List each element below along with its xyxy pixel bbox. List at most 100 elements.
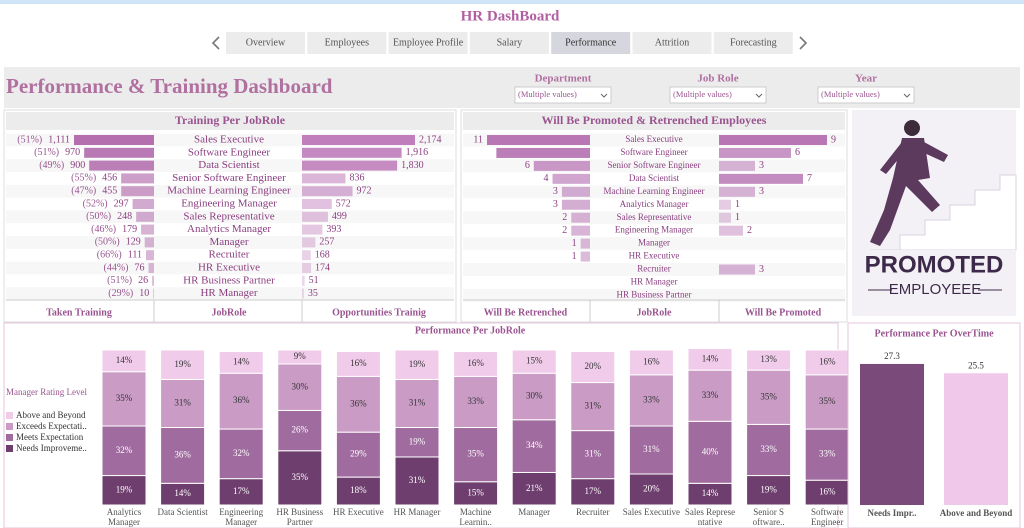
row-stripe: [6, 236, 454, 249]
bar-value-label: 25.5: [968, 360, 984, 370]
segment-label: 14%: [233, 356, 250, 366]
dropdown-arrow: [600, 93, 608, 98]
filter-value: (Multiple values): [821, 89, 880, 99]
bar: [84, 147, 154, 158]
segment-label: 40%: [702, 446, 719, 456]
filter-value: (Multiple values): [518, 89, 577, 99]
filter-dropdown[interactable]: [817, 86, 915, 104]
segment-label: 19%: [174, 359, 191, 369]
bar-segment: [277, 363, 323, 411]
figure-arm: [922, 142, 948, 162]
filter-label: Year: [855, 73, 877, 85]
segment-label: 14%: [702, 353, 719, 363]
share-label: (50%): [86, 211, 111, 222]
panel-title: Performance Per OverTime: [874, 328, 994, 339]
bar: [533, 160, 590, 171]
job-role-label: Sales Executive: [194, 134, 264, 146]
column-header: JobRole: [212, 307, 248, 318]
bar-segment: [570, 351, 616, 384]
bar-segment: [218, 351, 264, 374]
bar-segment: [160, 349, 206, 380]
nav-tab-label: Performance: [565, 37, 617, 48]
segment-label: 16%: [643, 356, 660, 366]
panel-title: Performance Per JobRole: [415, 325, 526, 336]
share-label: (51%): [34, 147, 59, 158]
bar: [561, 186, 590, 197]
bar-value-label: 1: [572, 238, 577, 249]
job-role-label: Analytics Manager: [620, 199, 689, 209]
nav-tab[interactable]: [307, 32, 387, 54]
dashboard-title: Performance & Training Dashboard: [6, 74, 333, 98]
segment-label: 16%: [350, 358, 367, 368]
x-tick-label: Software Engineer: [810, 507, 844, 527]
share-label: (44%): [104, 262, 129, 273]
segment-label: 19%: [409, 436, 426, 446]
segment-label: 35%: [116, 393, 133, 403]
x-tick-label: Data Scientist: [157, 507, 208, 517]
bar: [719, 264, 755, 275]
bar-segment: [394, 456, 440, 506]
nav-tab[interactable]: [388, 32, 468, 54]
job-role-label: Recruiter: [637, 264, 670, 274]
share-label: (49%): [39, 160, 64, 171]
segment-label: 30%: [526, 391, 543, 401]
nav-tab[interactable]: [226, 32, 305, 54]
bar-segment: [277, 349, 323, 365]
bar-value-label: 3: [553, 186, 558, 197]
filter-dropdown[interactable]: [514, 86, 612, 104]
bar-value-label: 3: [759, 160, 764, 171]
bar: [719, 147, 791, 158]
x-tick-label: Engineering Manager: [219, 507, 264, 527]
bar-segment: [804, 479, 850, 506]
bar: [860, 363, 924, 505]
segment-label: 19%: [116, 484, 133, 494]
bar-segment: [687, 347, 733, 371]
image-band: [866, 250, 1016, 308]
nav-tab[interactable]: [551, 32, 631, 54]
x-tick-label: HR Business Partner: [276, 507, 324, 527]
nav-next[interactable]: [799, 36, 808, 50]
bar-value-label: 174: [315, 262, 330, 273]
bar: [302, 237, 316, 248]
nav-tab[interactable]: [632, 32, 712, 54]
segment-label: 35%: [467, 449, 484, 459]
bar: [302, 135, 415, 145]
promotion-image: [852, 110, 1017, 316]
bar: [146, 250, 154, 261]
segment-label: 33%: [702, 390, 719, 400]
nav-tab[interactable]: [469, 32, 549, 54]
segment-label: 30%: [292, 381, 309, 391]
bar: [141, 224, 154, 235]
filter-label: Job Role: [697, 73, 738, 85]
nav-prev[interactable]: [211, 36, 220, 50]
share-label: (47%): [71, 185, 96, 196]
bar: [132, 199, 154, 209]
bar: [302, 211, 328, 222]
bar-segment: [511, 419, 557, 473]
bar: [719, 199, 731, 210]
bar: [302, 173, 346, 184]
bar: [302, 224, 323, 235]
segment-label: 13%: [760, 354, 777, 364]
job-role-label: Machine Learning Engineer: [167, 185, 291, 197]
nav-tab-label: Forecasting: [730, 37, 777, 48]
bar-value-label: 51: [309, 275, 319, 286]
filter-dropdown[interactable]: [669, 86, 767, 104]
bar-value-label: 6: [525, 160, 530, 171]
segment-label: 33%: [643, 394, 660, 404]
bar-value-label: 972: [357, 185, 372, 196]
segment-label: 16%: [819, 487, 836, 497]
bar: [561, 199, 590, 210]
share-label: (66%): [97, 249, 122, 260]
bar-value-label: 11: [473, 134, 483, 145]
bar-value-label: 1,111: [48, 134, 70, 145]
share-label: (46%): [91, 224, 116, 235]
column-header: Will Be Retrenched: [484, 307, 568, 318]
x-tick-label: Manager: [518, 507, 551, 517]
nav-tab[interactable]: [713, 32, 793, 54]
bar-value-label: 257: [319, 237, 334, 248]
job-role-label: HR Executive: [629, 251, 680, 261]
bar: [719, 173, 803, 184]
